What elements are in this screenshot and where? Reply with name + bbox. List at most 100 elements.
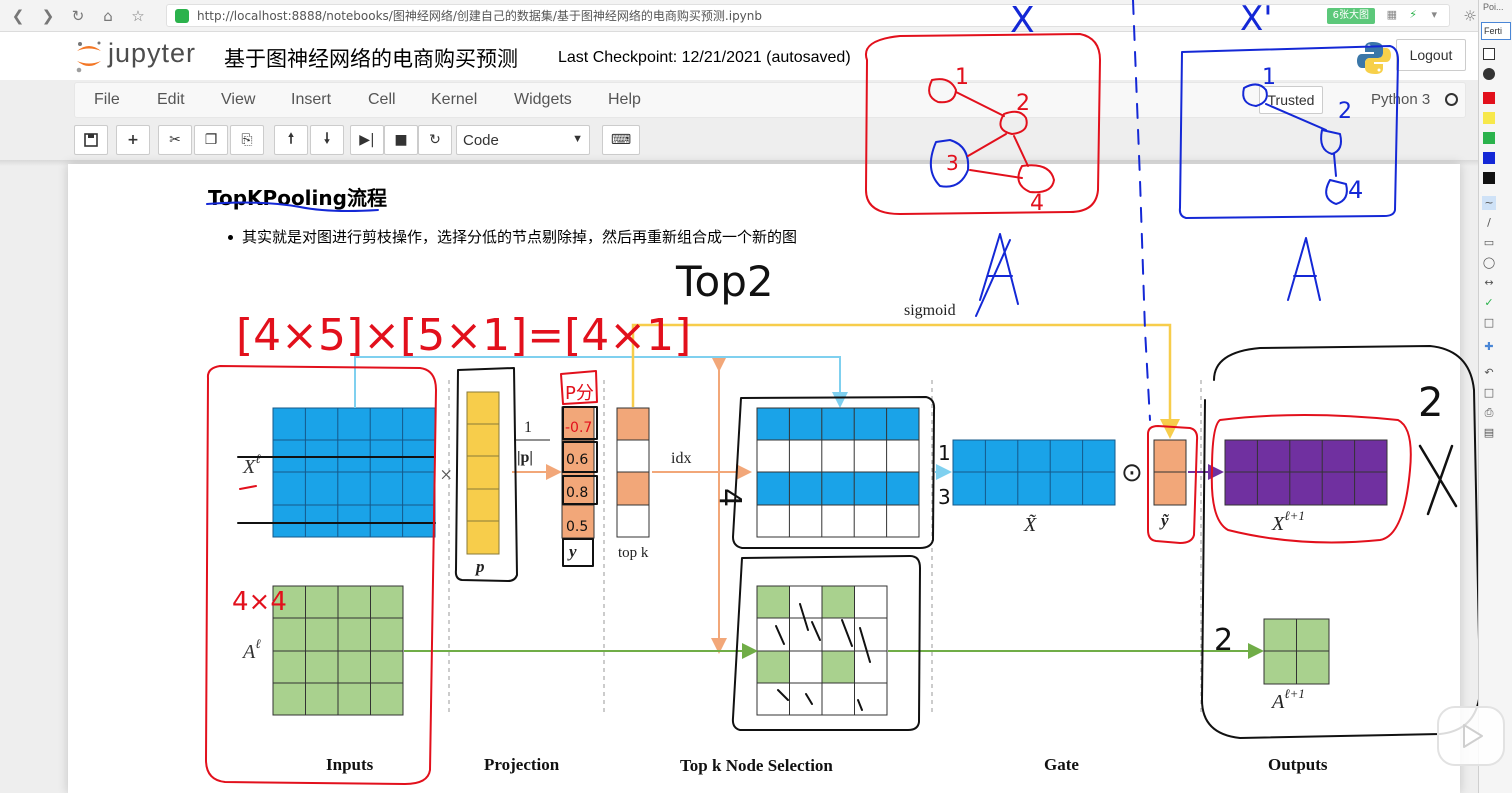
y-tilde-vector <box>1153 439 1187 506</box>
output-adjacency-matrix <box>1263 618 1330 685</box>
input-adjacency-matrix <box>272 585 404 716</box>
swatch-black[interactable] <box>1483 172 1495 184</box>
kernel-status-icon <box>1445 93 1458 106</box>
jupyter-wordmark[interactable]: jupyter <box>108 38 197 68</box>
bookmark-star-icon[interactable]: ☆ <box>131 6 145 25</box>
grid-extension-icon[interactable]: ▦ <box>1386 8 1397 21</box>
menu-insert[interactable]: Insert <box>291 91 332 108</box>
annotation-tool-panel: Poi... Ferti ~ / ▭ ◯ ↔ ✓ □ ✚ ↶ □ ⎙ ▤ <box>1478 0 1512 793</box>
notebook-menubar: File Edit View Insert Cell Kernel Widget… <box>74 82 1466 118</box>
cut-icon[interactable]: ✂ <box>158 125 192 155</box>
times-symbol: × <box>440 462 452 487</box>
bullet-text: 其实就是对图进行剪枝操作，选择分低的节点剔除掉，然后再重新组合成一个新的图 <box>242 228 798 246</box>
logout-button[interactable]: Logout <box>1396 39 1466 71</box>
menu-file[interactable]: File <box>94 91 120 108</box>
notebook-title[interactable]: 基于图神经网络的电商购买预测 <box>224 47 518 71</box>
line-tool-icon[interactable]: / <box>1487 216 1491 229</box>
move-tool-icon[interactable]: ✚ <box>1484 340 1494 353</box>
settings-sun-icon[interactable]: ☼ <box>1463 7 1477 25</box>
home-icon[interactable]: ⌂ <box>103 6 113 25</box>
menu-edit[interactable]: Edit <box>157 91 185 108</box>
forward-icon[interactable]: ❯ <box>41 6 55 25</box>
screen-icon[interactable]: ▤ <box>1483 426 1495 439</box>
extensions-menu-icon[interactable]: ▾ <box>1431 8 1437 21</box>
pen-tool-icon[interactable]: ~ <box>1482 196 1496 210</box>
a-output-label: Aℓ+1 <box>1270 686 1305 713</box>
menu-view[interactable]: View <box>221 91 256 108</box>
paste-icon[interactable]: ⎘ <box>230 125 264 155</box>
panel-title: Poi... <box>1483 2 1504 12</box>
stage-label-projection: Projection <box>484 755 560 774</box>
swatch-red[interactable] <box>1483 92 1495 104</box>
insert-cell-plus-icon[interactable]: + <box>116 125 150 155</box>
sigmoid-label: sigmoid <box>904 302 956 319</box>
play-icon <box>1463 724 1483 748</box>
run-step-icon[interactable]: ▶| <box>350 125 384 155</box>
copy-icon[interactable]: ❐ <box>194 125 228 155</box>
kernel-name[interactable]: Python 3 <box>1371 91 1431 108</box>
rectangle-tool-icon[interactable]: ▭ <box>1483 236 1495 249</box>
floating-play-button[interactable] <box>1437 706 1505 766</box>
undo-icon[interactable]: ↶ <box>1484 366 1494 379</box>
y-tilde-label: ỹ <box>1159 511 1169 530</box>
fraction-denominator: |p| <box>517 449 533 466</box>
hadamard-symbol: ⊙ <box>1121 458 1143 487</box>
move-up-arrow-icon[interactable]: 🠕 <box>274 125 308 155</box>
markdown-bullet: 其实就是对图进行剪枝操作，选择分低的节点剔除掉，然后再重新组合成一个新的图 <box>228 226 797 247</box>
back-icon[interactable]: ❮ <box>11 6 25 25</box>
print-icon[interactable]: ⎙ <box>1484 406 1494 419</box>
node-label-1: 1 <box>955 65 969 90</box>
stage-label-gate: Gate <box>1044 755 1079 774</box>
input-feature-matrix <box>272 407 436 538</box>
notebook-toolbar: + ✂ ❐ ⎘ 🠕 🠗 ▶| ■ ↻ Code ▼ ⌨ <box>74 124 1466 158</box>
restart-icon[interactable]: ↻ <box>418 125 452 155</box>
a-input-label: Aℓ <box>241 636 261 663</box>
lightning-extension-icon[interactable]: ⚡ <box>1409 8 1417 21</box>
checkpoint-status: Last Checkpoint: 12/21/2021 (autosaved) <box>558 49 851 66</box>
score-1-handwriting: -0.7 <box>565 420 592 436</box>
selected-feature-matrix <box>756 407 920 538</box>
two-count-handwriting: 2 <box>1418 380 1443 426</box>
stage-label-topk: Top k Node Selection <box>680 756 833 775</box>
menu-kernel[interactable]: Kernel <box>431 91 478 108</box>
jupyter-logo-icon <box>76 41 101 73</box>
node-label-2-prime: 2 <box>1338 99 1352 124</box>
ellipse-tool-icon[interactable]: ◯ <box>1482 256 1496 269</box>
four-selection-handwriting: 4 <box>712 488 747 507</box>
url-text[interactable]: http://localhost:8888/notebooks/图神经网络/创建… <box>197 9 763 23</box>
stop-square-icon[interactable]: ■ <box>384 125 418 155</box>
save-icon[interactable] <box>74 125 108 155</box>
trusted-indicator[interactable]: Trusted <box>1259 86 1323 114</box>
header-shadow <box>0 160 1478 166</box>
menu-cell[interactable]: Cell <box>368 91 396 108</box>
crop-tool-icon[interactable]: □ <box>1483 316 1495 329</box>
topk-vector <box>616 407 650 538</box>
check-tool-icon[interactable]: ✓ <box>1484 296 1494 309</box>
move-down-arrow-icon[interactable]: 🠗 <box>310 125 344 155</box>
menu-help[interactable]: Help <box>608 91 641 108</box>
node-label-4: 4 <box>1030 191 1044 216</box>
page-icon[interactable]: □ <box>1483 386 1495 399</box>
node-label-1-prime: 1 <box>1262 65 1276 90</box>
one-selection-handwriting: 1 <box>938 441 951 465</box>
swatch-green[interactable] <box>1483 132 1495 144</box>
reload-icon[interactable]: ↻ <box>71 6 85 25</box>
address-bar[interactable]: http://localhost:8888/notebooks/图神经网络/创建… <box>166 4 1450 27</box>
sigmoid-connector <box>631 323 1180 439</box>
cell-type-select[interactable]: Code ▼ <box>456 125 590 155</box>
swatch-yellow[interactable] <box>1483 112 1495 124</box>
menu-widgets[interactable]: Widgets <box>514 91 572 108</box>
p-label: p <box>474 557 485 576</box>
panel-tab[interactable]: Ferti <box>1481 22 1511 40</box>
swatch-white[interactable] <box>1483 48 1495 60</box>
keyboard-icon[interactable]: ⌨ <box>602 125 640 155</box>
top2-handwriting: Top2 <box>675 257 774 306</box>
arrow-tool-icon[interactable]: ↔ <box>1484 276 1494 289</box>
swatch-blue[interactable] <box>1483 152 1495 164</box>
score-3-handwriting: 0.8 <box>566 485 588 501</box>
x-tilde-label: X̃ <box>1023 513 1037 536</box>
site-shield-icon <box>175 8 189 23</box>
image-count-badge[interactable]: 6张大图 <box>1326 8 1375 24</box>
p-score-handwriting: P分 <box>565 383 594 404</box>
swatch-black-dot[interactable] <box>1483 68 1495 80</box>
